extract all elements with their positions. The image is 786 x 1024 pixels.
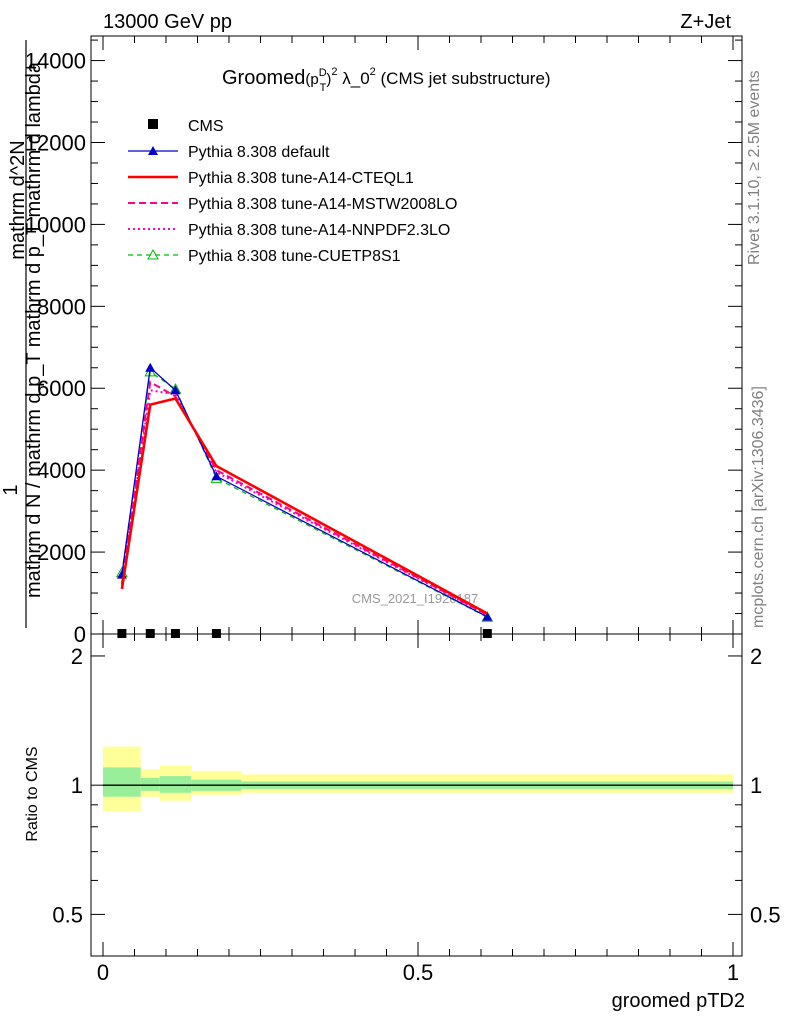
ratio-band-inner	[159, 776, 192, 793]
main-y-axis-label: 1 mathrm d^2N mathrm d N / mathrm d p_T …	[0, 40, 45, 628]
ratio-band-inner	[140, 777, 160, 791]
series-marker	[145, 362, 156, 372]
y-tick-label: 0	[74, 622, 86, 647]
y-tick-label: 6000	[37, 376, 86, 401]
series-marker	[211, 471, 222, 481]
mcplots-credit-label: mcplots.cern.ch [arXiv:1306.3436]	[750, 386, 767, 628]
y-tick-label: 12000	[25, 130, 86, 155]
series-marker	[482, 611, 493, 621]
legend: CMS Pythia 8.308 default Pythia 8.308 tune…	[128, 118, 457, 265]
series-line	[120, 389, 488, 617]
legend-label: Pythia 8.308 tune-A14-CTEQL1	[188, 170, 414, 187]
series-line	[121, 370, 488, 618]
header-energy-label: 13000 GeV pp	[103, 11, 232, 33]
legend-marker	[148, 146, 158, 155]
ratio-bands-group	[103, 746, 733, 812]
series-line	[120, 396, 488, 615]
legend-label: Pythia 8.308 default	[188, 144, 330, 161]
x-tick-label: 0	[97, 960, 109, 985]
x-tick-label: 0.5	[403, 960, 434, 985]
header-process-label: Z+Jet	[680, 11, 731, 33]
ratio-tick-label-right: 1	[750, 773, 762, 798]
rivet-version-label: Rivet 3.1.10, ≥ 2.5M events	[746, 70, 763, 265]
main-y-ticks: 0 2000 4000 6000 8000 10000 12000 14000	[25, 39, 742, 647]
svg-text:mathrm d^2N: mathrm d^2N	[7, 140, 29, 259]
ratio-y-ticks: 0.5 0.5 1 1 2 2	[52, 644, 780, 927]
y-tick-label: 2000	[37, 540, 86, 565]
legend-marker	[148, 119, 158, 129]
main-x-ticks	[102, 36, 734, 634]
svg-text:mathrm d N / mathrm d p_T math: mathrm d N / mathrm d p_T mathrm d p_T m…	[23, 61, 45, 598]
ratio-band-inner	[103, 767, 141, 797]
y-tick-label: 4000	[37, 458, 86, 483]
legend-label: Pythia 8.308 tune-A14-NNPDF2.3LO	[188, 222, 450, 239]
ratio-tick-label-right: 2	[750, 644, 762, 669]
ratio-y-axis-label: Ratio to CMS	[24, 746, 41, 841]
series-line	[120, 380, 488, 616]
ratio-x-ticks: 0 0.5 1	[97, 634, 739, 985]
x-tick-label: 1	[727, 960, 739, 985]
ratio-tick-label-left: 2	[71, 644, 83, 669]
series-line	[121, 366, 488, 618]
ratio-tick-label-left: 0.5	[52, 902, 83, 927]
svg-text:1: 1	[0, 484, 22, 495]
ratio-plot-frame	[90, 633, 743, 957]
legend-marker	[147, 248, 159, 260]
analysis-watermark: CMS_2021_I1920187	[352, 591, 479, 606]
x-axis-label: groomed pTD2	[612, 990, 745, 1012]
ratio-tick-label-right: 0.5	[750, 902, 781, 927]
legend-label: Pythia 8.308 tune-CUETP8S1	[188, 248, 401, 265]
legend-label: Pythia 8.308 tune-A14-MSTW2008LO	[188, 196, 457, 213]
y-tick-label: 10000	[25, 212, 86, 237]
y-tick-label: 14000	[25, 49, 86, 74]
plot-title: Groomed(pD T)2 λ_02 (CMS jet substructure…	[222, 66, 551, 94]
series-marker	[170, 385, 181, 395]
y-tick-label: 8000	[37, 294, 86, 319]
ratio-tick-label-left: 1	[71, 773, 83, 798]
legend-label: CMS	[188, 118, 224, 135]
